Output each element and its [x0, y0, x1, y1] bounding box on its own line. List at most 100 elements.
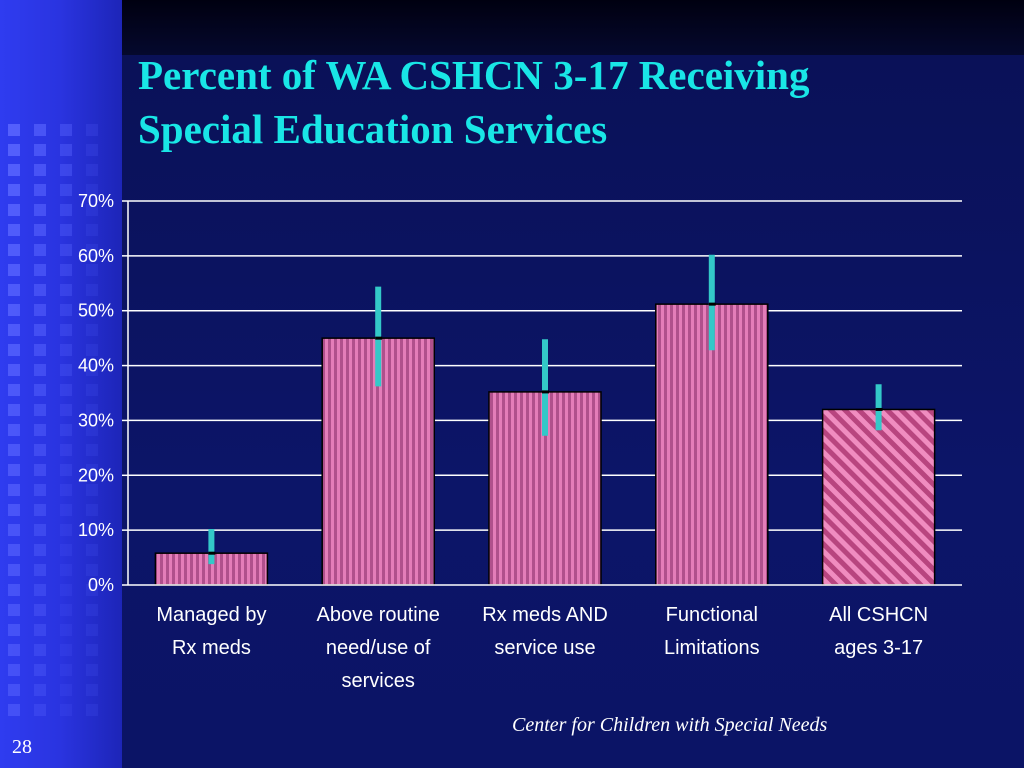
decor-square — [86, 384, 98, 396]
decor-square — [34, 264, 46, 276]
decor-square — [34, 384, 46, 396]
y-tick-label: 30% — [78, 410, 114, 430]
decor-square — [60, 664, 72, 676]
decor-square — [60, 524, 72, 536]
decor-square — [34, 364, 46, 376]
decor-square — [86, 644, 98, 656]
decor-square — [8, 684, 20, 696]
y-tick-label: 10% — [78, 520, 114, 540]
decor-square — [86, 204, 98, 216]
slide-number: 28 — [12, 736, 32, 758]
decor-square — [60, 424, 72, 436]
decor-square — [8, 704, 20, 716]
decor-square — [8, 424, 20, 436]
decor-square — [34, 144, 46, 156]
decor-square — [8, 284, 20, 296]
decor-square — [86, 224, 98, 236]
decor-square — [60, 324, 72, 336]
decor-square — [86, 364, 98, 376]
decor-square — [86, 324, 98, 336]
decor-square — [60, 464, 72, 476]
decor-square — [8, 144, 20, 156]
decor-square — [60, 684, 72, 696]
tick-labels: 0% 10% 20% 30% 40% 50% 60% 70% Managed by Rx meds… — [78, 191, 928, 692]
decor-square — [86, 304, 98, 316]
decor-square — [86, 484, 98, 496]
decor-square — [60, 264, 72, 276]
decor-square — [86, 344, 98, 356]
axes — [122, 200, 962, 586]
decor-square — [34, 644, 46, 656]
decor-square — [8, 624, 20, 636]
decor-square — [34, 704, 46, 716]
decor-square — [60, 404, 72, 416]
decor-square — [60, 624, 72, 636]
decor-square — [60, 544, 72, 556]
decor-square — [8, 224, 20, 236]
decor-square — [86, 564, 98, 576]
decor-square — [86, 604, 98, 616]
error-bars — [208, 254, 883, 565]
decor-square — [34, 344, 46, 356]
decor-square — [86, 284, 98, 296]
decor-square — [8, 204, 20, 216]
decor-square — [34, 504, 46, 516]
decor-square — [34, 424, 46, 436]
decor-square — [8, 544, 20, 556]
decor-square — [8, 504, 20, 516]
decor-square — [86, 464, 98, 476]
y-tick-label: 20% — [78, 465, 114, 485]
decor-square — [8, 564, 20, 576]
decor-square — [60, 384, 72, 396]
decor-square — [34, 624, 46, 636]
decor-square — [86, 184, 98, 196]
decor-square — [86, 124, 98, 136]
decor-square — [34, 224, 46, 236]
decor-square — [34, 604, 46, 616]
decor-square — [34, 524, 46, 536]
decor-square — [60, 344, 72, 356]
x-tick-label: Managed by — [156, 604, 266, 626]
bar — [821, 408, 936, 586]
decor-square — [60, 504, 72, 516]
decor-square — [86, 244, 98, 256]
decor-square — [86, 504, 98, 516]
decor-square — [8, 664, 20, 676]
decor-square — [86, 144, 98, 156]
decor-square — [86, 404, 98, 416]
decor-square — [60, 564, 72, 576]
decor-square — [34, 304, 46, 316]
decor-square — [86, 684, 98, 696]
decor-square — [34, 204, 46, 216]
y-tick-label: 40% — [78, 356, 114, 376]
decor-square — [34, 544, 46, 556]
decor-square — [60, 484, 72, 496]
decor-square — [8, 484, 20, 496]
decor-square — [34, 584, 46, 596]
bar — [655, 303, 769, 586]
decor-square — [34, 404, 46, 416]
decor-square — [34, 164, 46, 176]
x-tick-label: services — [342, 670, 415, 692]
decor-square — [86, 424, 98, 436]
decor-square — [60, 304, 72, 316]
decor-square — [8, 184, 20, 196]
decor-square — [60, 124, 72, 136]
y-tick-label: 0% — [88, 575, 114, 595]
x-tick-label: Limitations — [664, 637, 760, 659]
decor-square — [8, 464, 20, 476]
decor-square — [86, 624, 98, 636]
decor-square — [60, 364, 72, 376]
decor-square — [86, 164, 98, 176]
x-tick-label: ages 3-17 — [834, 637, 923, 659]
x-tick-label: All CSHCN — [829, 604, 928, 626]
decor-square — [34, 664, 46, 676]
decor-square — [60, 644, 72, 656]
decor-square — [60, 184, 72, 196]
decor-square — [8, 124, 20, 136]
decor-square — [8, 444, 20, 456]
decor-square — [60, 704, 72, 716]
decor-square — [8, 244, 20, 256]
decor-square — [8, 524, 20, 536]
decor-square — [60, 144, 72, 156]
